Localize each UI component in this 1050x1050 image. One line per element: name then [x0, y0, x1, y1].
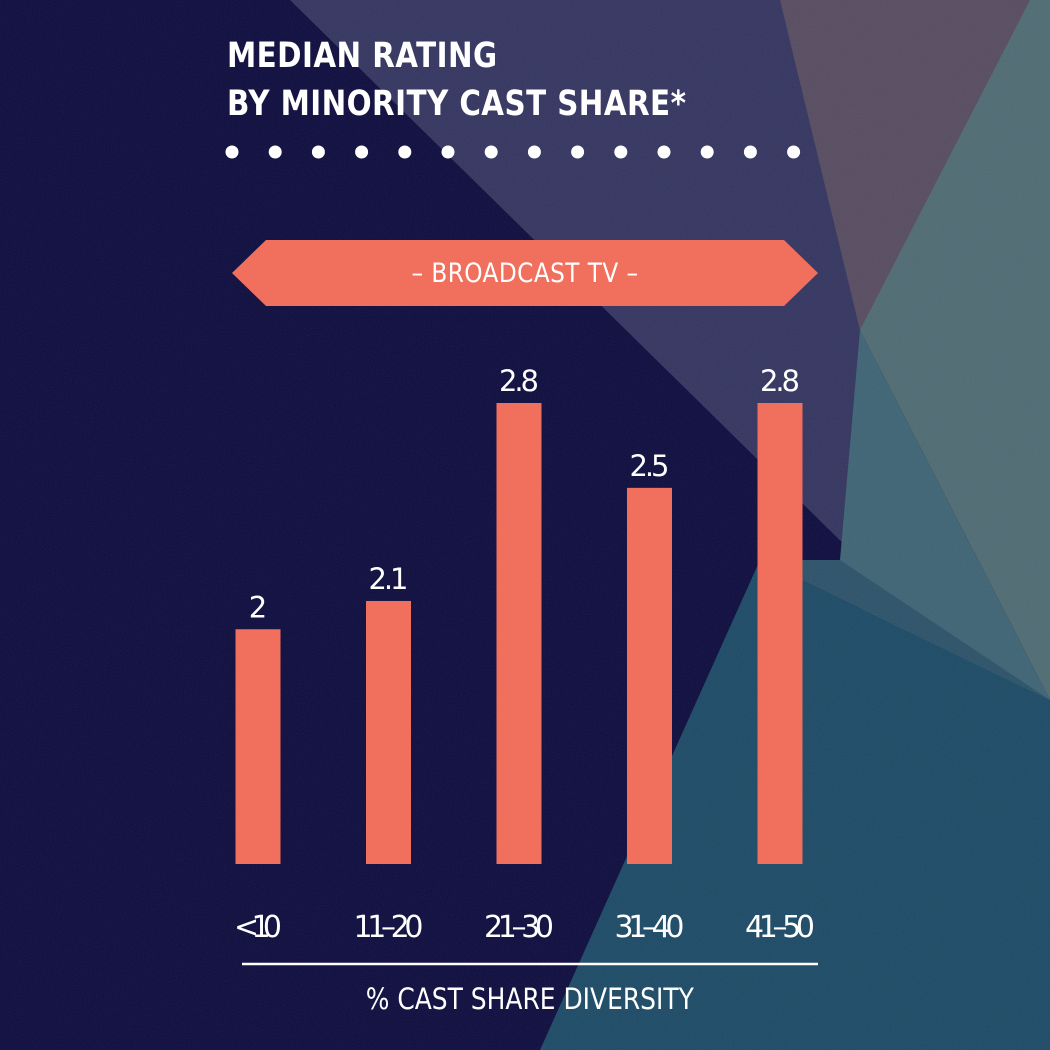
bar-0 [235, 629, 281, 864]
x-axis-title: % CAST SHARE DIVERSITY [242, 982, 818, 1016]
value-label-3: 2.5 [630, 449, 670, 483]
bar-group [235, 403, 803, 864]
tick-label-0: <10 [234, 910, 282, 945]
divider-dot [398, 145, 412, 159]
divider-dot [355, 145, 369, 159]
value-label-0: 2 [249, 590, 267, 624]
banner-shape [232, 240, 818, 306]
banner-label: – BROADCAST TV – [232, 240, 818, 306]
value-label-4: 2.8 [760, 364, 800, 398]
bar-1 [366, 600, 411, 864]
value-label-group: 2 2.1 2.8 2.5 2.8 [249, 364, 800, 624]
divider-dot [657, 145, 671, 159]
tick-label-3: 31–40 [615, 910, 685, 945]
divider-dot [571, 145, 585, 159]
tick-label-group: <10 11–20 21–30 31–40 41–50 [234, 910, 815, 945]
divider-dot [268, 145, 282, 159]
divider-dot [441, 145, 455, 159]
tick-label-2: 21–30 [484, 910, 554, 945]
subtitle-banner [232, 240, 818, 306]
divider-dot [743, 145, 757, 159]
banner-label-text: – BROADCAST TV – [411, 257, 639, 289]
value-label-2: 2.8 [499, 364, 539, 398]
divider-dot [614, 145, 628, 159]
value-label-1: 2.1 [369, 562, 409, 596]
title-line-1: MEDIAN RATING [227, 36, 498, 76]
chart-title: MEDIAN RATING BY MINORITY CAST SHARE* [227, 32, 686, 128]
divider-dot [225, 145, 239, 159]
bar-4 [757, 403, 803, 864]
divider-dot [700, 145, 714, 159]
bar-2 [496, 403, 542, 864]
dotted-divider [225, 145, 801, 159]
divider-dot [527, 145, 541, 159]
x-axis-title-text: % CAST SHARE DIVERSITY [365, 982, 695, 1016]
tick-label-4: 41–50 [745, 910, 815, 945]
divider-dot [311, 145, 325, 159]
bar-3 [627, 487, 672, 864]
title-line-2: BY MINORITY CAST SHARE* [227, 84, 687, 124]
divider-dot [787, 145, 801, 159]
divider-dot [484, 145, 498, 159]
tick-label-1: 11–20 [354, 910, 424, 945]
